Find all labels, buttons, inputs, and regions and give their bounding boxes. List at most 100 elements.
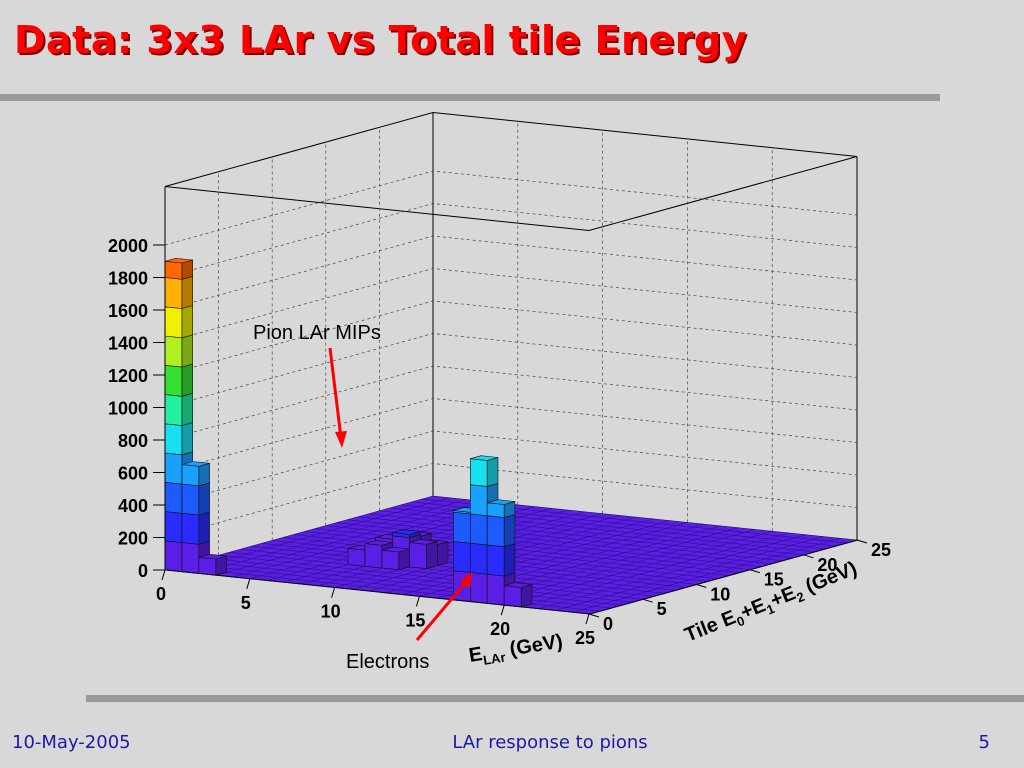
lego-bar-top [381,546,410,553]
x-tick-mark [161,569,166,581]
top-divider [0,94,940,101]
floor-grid-line [215,501,484,576]
lego-bar-segment [164,452,183,485]
lego-bar-segment [486,515,505,548]
footer-title: LAr response to pions [452,732,648,753]
floor-grid-line [317,511,586,587]
grid-line [164,268,858,343]
y-axis-line [589,539,859,615]
grid-line [164,333,858,408]
y-tick-label: 0 [603,614,613,634]
z-tick-label: 1000 [108,399,148,419]
lego-bar-segment [198,482,210,516]
lego-bar-segment [181,483,200,516]
grid-line [164,463,858,538]
y-tick-label: 15 [764,570,784,590]
grid-line [164,235,858,311]
lego-bar-top [364,540,393,546]
z-tick-label: 2000 [108,236,148,256]
floor-grid-line [571,537,841,613]
lego-bar-segment [181,363,193,397]
lego-bar-segment [469,572,488,604]
lego-bar-segment [469,484,488,517]
bottom-divider [86,695,1024,702]
grid-line [164,398,858,473]
y-tick-label: 5 [657,599,667,619]
lego-bar-segment [469,542,488,575]
grid-line [164,170,858,246]
floor-grid-line [229,551,654,597]
x-tick-label: 5 [241,593,251,613]
lego-bar-segment [164,306,183,339]
lego-bar-segment [164,540,183,573]
annotation-arrowhead-mips [335,431,347,448]
x-tick-mark [415,596,420,607]
floor-grid-line [402,520,671,595]
z-tick-label: 800 [118,431,148,451]
lego-bar-segment [503,514,516,548]
lego-bar-segment [181,305,193,339]
z-tick-label: 1600 [108,301,148,321]
floor-grid-line [304,531,729,576]
lego-bar-segment [409,542,427,569]
lego-bar-segment [520,584,533,608]
lego-bar-top [198,553,227,560]
lego-bar-top [487,499,515,505]
floor-grid-line [207,557,632,603]
y-tick-mark [642,598,653,603]
y-tick-mark [803,554,814,559]
lego-bar-segment [486,544,505,577]
lego-bar-segment [164,481,183,514]
x-tick-mark [331,587,336,598]
y-tick-mark [856,539,868,544]
lego-bar-segment [181,334,193,368]
lego-bar-segment [364,543,383,569]
lego-bar-segment [164,260,183,280]
floor-grid-line [538,534,807,609]
x-tick-label: 0 [156,584,166,604]
lego-bar-segment [164,364,183,397]
y-tick-label: 25 [871,540,891,560]
lego-bar-segment [181,422,193,456]
annotation-arrow-mips [328,347,343,439]
lego-bar-segment [181,512,200,545]
lego-bar-segment [181,542,200,574]
z-tick-label: 1400 [108,334,148,354]
lego-bar-top [164,257,193,264]
x-tick-mark [585,613,590,625]
grid-line [164,430,858,506]
y-tick-mark [588,613,600,618]
lego-bar-segment [469,458,488,487]
lego-bar-segment [181,392,193,426]
lego-bar-top [181,461,210,467]
lego-bar-segment [426,540,438,569]
lego-bar-segment [181,464,200,487]
grid-line [164,365,858,441]
lego-bar-segment [503,543,516,577]
lego-bar-segment [452,511,471,544]
floor-grid-line [385,518,654,594]
page-number: 5 [978,732,990,753]
grid-line [164,300,858,376]
floor-grid-line [357,516,782,561]
lego-bar-top [504,582,532,588]
y-tick-label: 20 [817,555,837,575]
axis-frame-top [164,111,858,232]
lego-bar-top [470,455,499,461]
x-tick-label: 25 [575,628,595,648]
lego-bar-segment [469,513,488,546]
lego-bar-segment [486,502,505,518]
z-tick-label: 200 [118,529,148,549]
floor-grid-line [197,560,622,606]
lego-bar-segment [452,541,471,573]
x-tick-label: 15 [405,610,425,630]
z-tick-label: 600 [118,464,148,484]
z-tick-label: 400 [118,496,148,516]
floor-grid-line [379,510,804,556]
floor-grid-line [504,530,773,606]
lego-bar-top [392,529,421,535]
lego-bar-segment [436,541,449,567]
floor-grid-line [198,499,467,574]
annotation-electrons: Electrons [346,651,429,673]
